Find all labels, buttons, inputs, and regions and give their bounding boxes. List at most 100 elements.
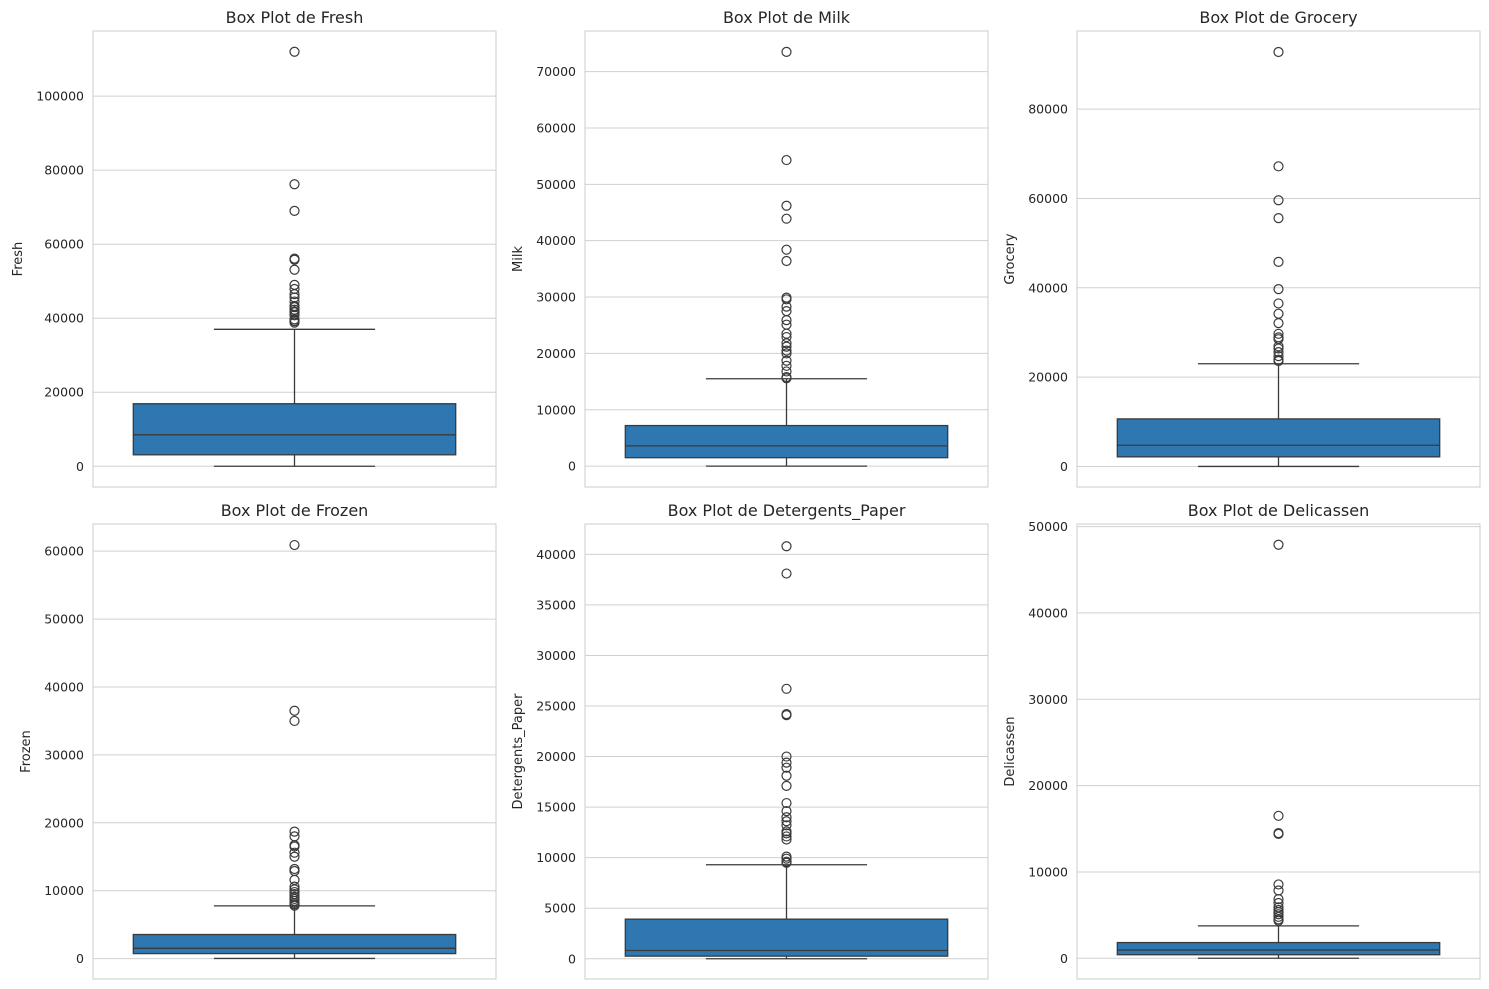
outlier-point (289, 310, 300, 321)
y-tick-label: 15000 (536, 800, 576, 815)
outlier-point (1273, 894, 1284, 905)
outlier-point (1273, 284, 1284, 295)
chart-panel-1: 0 20000 40000 60000 80000 100000 Box Plot de F… (11, 8, 497, 488)
plot-area (1076, 523, 1481, 980)
y-tick-label: 25000 (536, 699, 576, 714)
y-tick-label: 0 (1060, 459, 1068, 474)
outlier-point (1273, 828, 1284, 840)
iqr-box (1116, 418, 1441, 458)
outlier-point (1273, 539, 1284, 550)
outlier-point (781, 294, 792, 305)
y-tick-label: 30000 (44, 747, 84, 762)
y-tick-label: 5000 (544, 901, 576, 916)
outlier-point (781, 857, 792, 868)
outlier-point (289, 205, 300, 216)
iqr-box (624, 424, 949, 459)
outlier-point (289, 841, 300, 852)
outlier-point (289, 900, 300, 911)
y-tick-label: 0 (568, 951, 576, 966)
y-axis-label: Delicassen (1003, 716, 1018, 786)
outlier-point (289, 826, 300, 837)
outlier-point (781, 834, 792, 845)
y-tick-label: 20000 (1028, 778, 1068, 793)
outlier-point (1273, 343, 1284, 354)
outlier-point (289, 264, 300, 275)
y-axis-label: Grocery (1003, 233, 1018, 285)
y-axis-label: Milk (511, 246, 526, 272)
y-tick-label: 20000 (44, 815, 84, 830)
outlier-point (781, 820, 792, 831)
outlier-point (781, 541, 792, 552)
outlier-point (289, 289, 300, 300)
y-tick-label: 35000 (536, 597, 576, 612)
y-tick-label: 0 (76, 951, 84, 966)
outlier-point (781, 355, 792, 366)
outlier-point (781, 770, 792, 781)
outlier-point (781, 568, 792, 579)
chart-panel-5: 0 5000 10000 15000 20000 25000 30000 35000 40000… (511, 501, 989, 980)
outlier-point (781, 831, 792, 842)
outlier-point (781, 797, 792, 809)
chart-panel-2: 0 10000 20000 30000 40000 50000 60000 70000 Box … (511, 8, 989, 488)
y-tick-label: 80000 (44, 163, 84, 178)
outlier-point (781, 757, 792, 768)
outlier-point (781, 345, 792, 356)
chart-title: Box Plot de Grocery (1199, 8, 1357, 27)
outlier-point (781, 373, 792, 384)
y-tick-label: 10000 (1028, 864, 1068, 879)
y-tick-label: 60000 (536, 120, 576, 135)
y-tick-label: 80000 (1028, 102, 1068, 117)
outlier-point (289, 881, 300, 892)
y-tick-label: 100000 (36, 89, 84, 104)
y-tick-label: 50000 (1028, 519, 1068, 534)
outlier-point (289, 179, 300, 190)
outlier-point (1273, 256, 1284, 268)
outlier-point (781, 780, 792, 791)
outlier-point (1273, 46, 1284, 58)
outlier-point (781, 762, 792, 773)
outlier-point (781, 341, 792, 352)
outlier-point (781, 683, 792, 694)
chart-title: Box Plot de Detergents_Paper (668, 501, 906, 521)
outlier-point (781, 244, 792, 255)
outlier-point (1273, 909, 1284, 920)
y-axis-label: Fresh (11, 242, 26, 277)
outlier-point (781, 816, 792, 827)
y-tick-label: 40000 (1028, 280, 1068, 295)
outlier-point (781, 348, 792, 359)
chart-title: Box Plot de Fresh (226, 8, 364, 27)
chart-title: Box Plot de Delicassen (1188, 501, 1369, 520)
outlier-point (1273, 161, 1284, 172)
y-tick-label: 40000 (536, 547, 576, 562)
outlier-point (1273, 351, 1284, 362)
outlier-point (1273, 810, 1284, 821)
y-tick-label: 40000 (44, 679, 84, 694)
outlier-point (289, 847, 300, 858)
outlier-point (781, 301, 792, 312)
chart-panel-6: 0 10000 20000 30000 40000 50000 Box Plot de De… (1003, 501, 1481, 980)
y-tick-label: 40000 (44, 311, 84, 326)
y-tick-label: 20000 (536, 749, 576, 764)
iqr-box (132, 403, 457, 456)
iqr-box (1116, 941, 1441, 956)
y-tick-label: 30000 (536, 648, 576, 663)
outlier-point (781, 200, 792, 211)
chart-panel-3: 0 20000 40000 60000 80000 Box Plot de Grocery… (1003, 8, 1481, 488)
outlier-point (1273, 355, 1284, 367)
y-axis-label: Frozen (19, 730, 34, 773)
y-tick-label: 20000 (44, 385, 84, 400)
outlier-point (781, 255, 792, 267)
chart-title: Box Plot de Milk (723, 8, 851, 27)
outlier-point (781, 338, 792, 349)
outlier-point (781, 853, 792, 864)
y-tick-label: 60000 (44, 544, 84, 559)
outlier-point (1273, 911, 1284, 922)
y-tick-label: 50000 (536, 177, 576, 192)
y-tick-label: 0 (568, 459, 576, 474)
y-tick-label: 60000 (44, 237, 84, 252)
outlier-point (781, 213, 792, 224)
y-tick-label: 50000 (44, 612, 84, 627)
outlier-point (781, 812, 792, 823)
outlier-point (1273, 328, 1284, 339)
